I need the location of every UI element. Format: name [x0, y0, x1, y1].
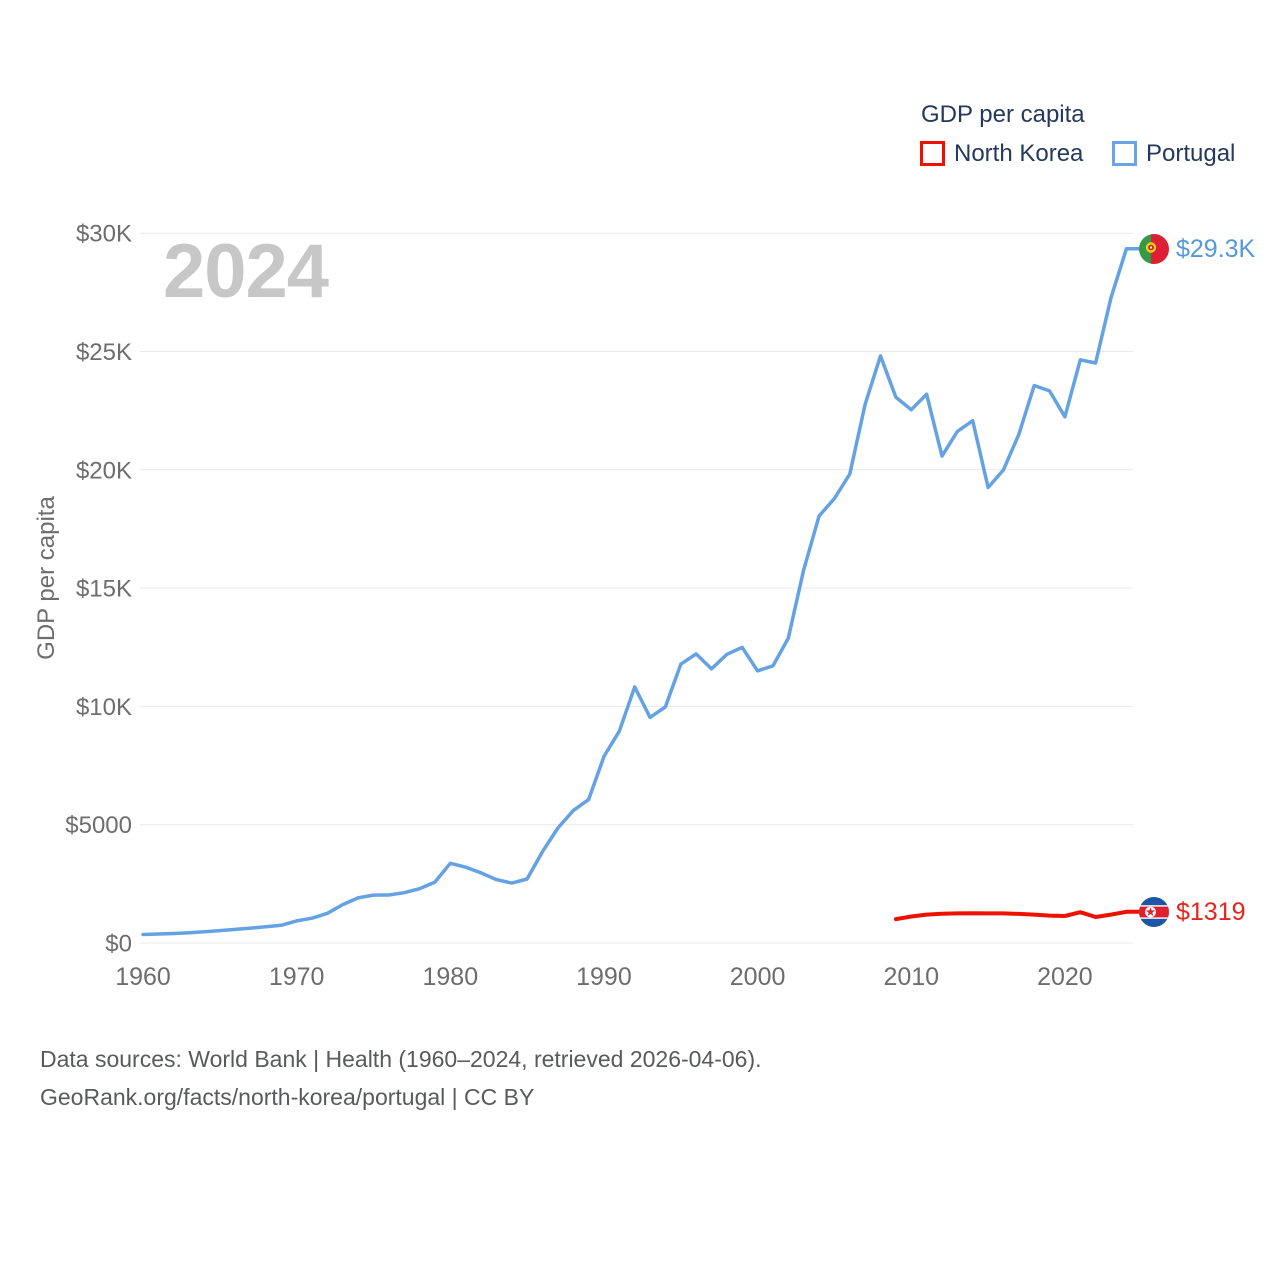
portugal-end-value-label: $29.3K — [1176, 235, 1256, 263]
portugal-swatch-icon — [1112, 141, 1137, 166]
x-tick-label: 1960 — [115, 963, 171, 991]
legend-item-north-korea[interactable]: North Korea — [920, 140, 1083, 167]
legend-item-portugal[interactable]: Portugal — [1112, 140, 1235, 167]
y-tick-label: $30K — [76, 221, 132, 248]
y-tick-label: $10K — [76, 694, 132, 721]
x-tick-label: 2000 — [730, 963, 786, 991]
north-korea-flag-icon — [1139, 897, 1169, 927]
footer-attribution: GeoRank.org/facts/north-korea/portugal |… — [40, 1084, 535, 1110]
y-tick-label: $15K — [76, 576, 132, 603]
y-tick-label: $5000 — [65, 812, 132, 839]
portugal-flag-icon — [1139, 234, 1169, 264]
watermark-year: 2024 — [163, 229, 329, 314]
north-korea-swatch-icon — [920, 141, 945, 166]
legend-label-north-korea: North Korea — [954, 140, 1084, 167]
x-tick-label: 2010 — [883, 963, 939, 991]
x-tick-label: 2020 — [1037, 963, 1093, 991]
x-tick-label: 1990 — [576, 963, 632, 991]
series-line-north-korea[interactable] — [893, 909, 1129, 922]
y-tick-label: $25K — [76, 339, 132, 366]
x-tick-label: 1980 — [422, 963, 478, 991]
legend-label-portugal: Portugal — [1146, 140, 1236, 167]
x-tick-label: 1970 — [269, 963, 325, 991]
north-korea-end-value-label: $1319 — [1176, 898, 1246, 926]
y-tick-label: $0 — [105, 931, 132, 958]
series-line-portugal[interactable] — [141, 247, 1129, 937]
footer: Data sources: World Bank | Health (1960–… — [40, 1040, 762, 1116]
footer-data-sources: Data sources: World Bank | Health (1960–… — [40, 1046, 762, 1072]
y-tick-label: $20K — [76, 457, 132, 484]
legend-title: GDP per capita — [921, 101, 1085, 128]
chart-plot-area: $0 $5000 $10K $15K $20K $25K $30K 1960 1970 1980 1… — [65, 221, 1154, 991]
